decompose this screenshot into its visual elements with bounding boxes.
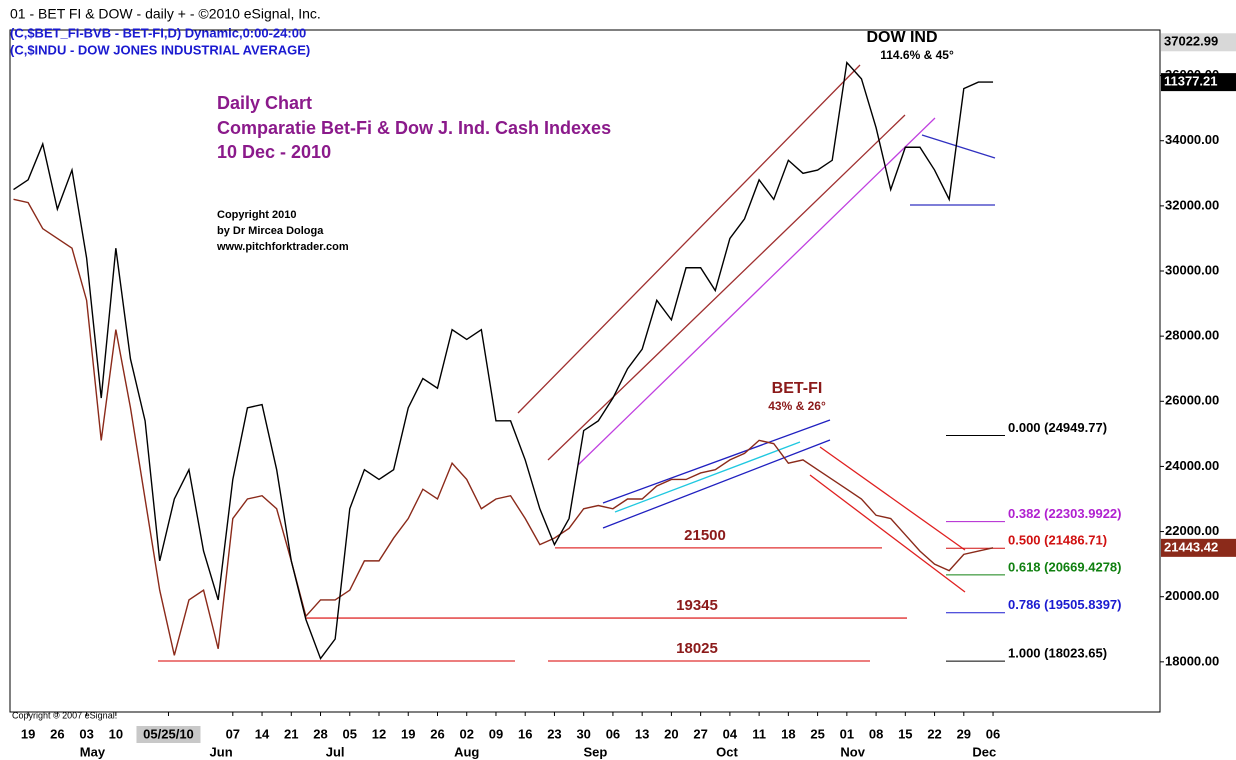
x-tick-label: 14: [255, 726, 270, 741]
x-tick-label: 07: [226, 726, 240, 741]
x-tick-label: 11: [752, 726, 766, 741]
month-label: Jun: [210, 744, 233, 759]
y-tick-label: 34000.00: [1165, 132, 1219, 147]
y-tick-label: 28000.00: [1165, 328, 1219, 343]
level-label: 18025: [676, 640, 718, 657]
x-tick-label: 12: [372, 726, 386, 741]
x-tick-label: 16: [518, 726, 532, 741]
x-tick-label: 04: [723, 726, 738, 741]
price-box: [1161, 73, 1236, 92]
trend-line: [614, 441, 801, 513]
title-line: Daily Chart: [217, 93, 312, 113]
y-tick-label: 20000.00: [1165, 588, 1219, 603]
title-line: 10 Dec - 2010: [217, 142, 331, 162]
x-tick-label: 02: [459, 726, 473, 741]
header: 01 - BET FI & DOW - daily + - ©2010 eSig…: [10, 6, 321, 22]
y-tick-label: 22000.00: [1165, 523, 1219, 538]
x-tick-label: 09: [489, 726, 503, 741]
fib-label: 0.618 (20669.4278): [1008, 559, 1121, 574]
trend-line: [921, 134, 996, 159]
x-tick-highlight: [136, 726, 201, 743]
series-line: [13, 60, 994, 661]
y-tick-label: 26000.00: [1165, 393, 1219, 408]
x-tick-label: 06: [986, 726, 1000, 741]
fib-label: 0.786 (19505.8397): [1008, 597, 1121, 612]
trend-line: [602, 439, 831, 529]
x-tick-label: 28: [313, 726, 327, 741]
annotation: BET-FI: [772, 380, 823, 397]
symbol-line: (C,$INDU - DOW JONES INDUSTRIAL AVERAGE): [10, 42, 310, 57]
x-tick-label: 20: [664, 726, 678, 741]
symbol-line: (C,$BET_FI-BVB - BET-FI,D) Dynamic,0:00-…: [10, 25, 306, 40]
month-label: Sep: [583, 744, 607, 759]
trend-line: [809, 474, 966, 593]
channels: [517, 64, 996, 593]
x-tick-label: 26: [430, 726, 444, 741]
x-tick-label: 23: [547, 726, 561, 741]
x-tick-label: 18: [781, 726, 795, 741]
month-label: Aug: [454, 744, 479, 759]
price-label: 21443.42: [1164, 539, 1218, 554]
copyright-line: Copyright 2010: [217, 209, 296, 221]
x-tick-label: 21: [284, 726, 298, 741]
x-tick-label: 13: [635, 726, 649, 741]
x-tick-label: 05/25/10: [143, 726, 194, 741]
fib-label: 0.382 (22303.9922): [1008, 506, 1121, 521]
trend-line: [602, 419, 831, 504]
x-tick-label: 10: [109, 726, 123, 741]
plot-frame: [9, 29, 1161, 713]
fib-label: 1.000 (18023.65): [1008, 646, 1107, 661]
trend-line: [517, 64, 861, 414]
copyright-line: by Dr Mircea Dologa: [217, 225, 324, 237]
x-tick-label: 19: [401, 726, 415, 741]
level-label: 21500: [684, 527, 726, 544]
x-tick-label: 03: [79, 726, 93, 741]
x-tick-label: 25: [810, 726, 824, 741]
x-tick-label: 30: [576, 726, 590, 741]
month-label: Jul: [326, 744, 345, 759]
series-line: [13, 198, 994, 656]
price-label: 11377.21: [1164, 74, 1218, 89]
fib-label: 0.500 (21486.71): [1008, 533, 1107, 548]
x-tick-label: 26: [50, 726, 64, 741]
x-tick-label: 22: [927, 726, 941, 741]
x-tick-label: 01: [840, 726, 854, 741]
copyright-line: www.pitchforktrader.com: [216, 241, 349, 253]
y-tick-label: 32000.00: [1165, 197, 1219, 212]
x-tick-label: 27: [693, 726, 707, 741]
x-tick-label: 06: [606, 726, 620, 741]
month-label: May: [80, 744, 106, 759]
price-box: [1161, 33, 1236, 52]
x-tick-label: 05: [343, 726, 357, 741]
annotation: 114.6% & 45°: [880, 48, 954, 62]
x-tick-label: 15: [898, 726, 912, 741]
annotation: 43% & 26°: [768, 399, 826, 413]
x-tick-label: 29: [957, 726, 971, 741]
price-label: 37022.99: [1164, 34, 1218, 49]
trend-line: [547, 114, 906, 461]
y-tick-label: 24000.00: [1165, 458, 1219, 473]
price-box: [1161, 538, 1236, 557]
x-tick-label: 19: [21, 726, 35, 741]
x-tick-label: 08: [869, 726, 883, 741]
annotation: DOW IND: [866, 29, 937, 46]
month-label: Oct: [716, 744, 738, 759]
footer: Copyright © 2007 eSignal.: [12, 710, 117, 720]
level-label: 19345: [676, 597, 718, 614]
title-line: Comparatie Bet-Fi & Dow J. Ind. Cash Ind…: [217, 118, 611, 138]
fib-label: 0.000 (24949.77): [1008, 420, 1107, 435]
y-tick-label: 18000.00: [1165, 653, 1219, 668]
y-tick-label: 30000.00: [1165, 262, 1219, 277]
trend-line: [577, 117, 936, 466]
month-label: Nov: [840, 744, 865, 759]
month-label: Dec: [972, 744, 996, 759]
trend-line: [819, 446, 966, 551]
